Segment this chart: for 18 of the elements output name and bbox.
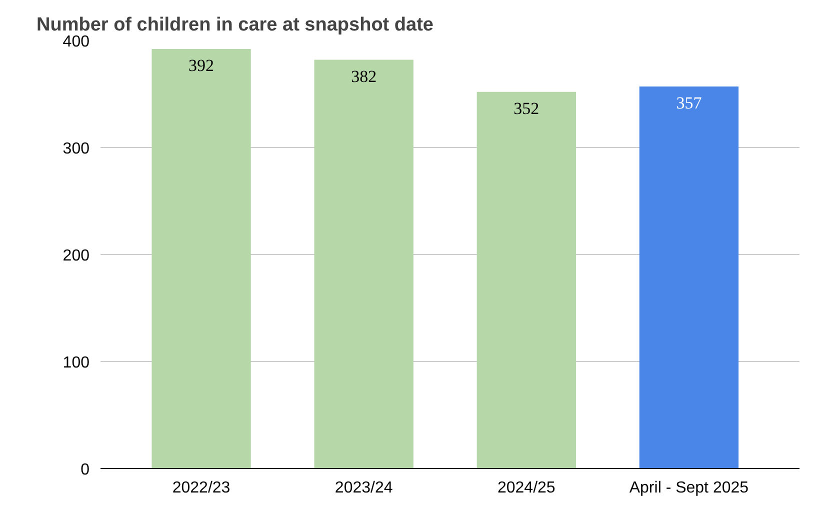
data-label: 357 <box>676 94 702 113</box>
data-label: 382 <box>351 66 377 86</box>
x-tick-label: 2024/25 <box>497 480 556 496</box>
x-tick-label: April - Sept 2025 <box>629 480 749 496</box>
data-label: 352 <box>514 98 540 118</box>
bar <box>314 60 414 468</box>
y-tick-label: 0 <box>80 462 90 478</box>
x-tick-label: 2022/23 <box>172 480 230 496</box>
data-label: 392 <box>188 56 214 76</box>
bar <box>152 49 251 468</box>
y-tick-label: 300 <box>62 140 90 158</box>
chart-title: Number of children in care at snapshot date <box>36 14 434 36</box>
bar <box>639 86 739 468</box>
bar <box>476 92 576 468</box>
y-tick-label: 100 <box>62 354 90 372</box>
y-tick-label: 200 <box>62 248 90 264</box>
y-tick-label: 400 <box>62 34 90 50</box>
x-tick-label: 2023/24 <box>334 480 393 496</box>
